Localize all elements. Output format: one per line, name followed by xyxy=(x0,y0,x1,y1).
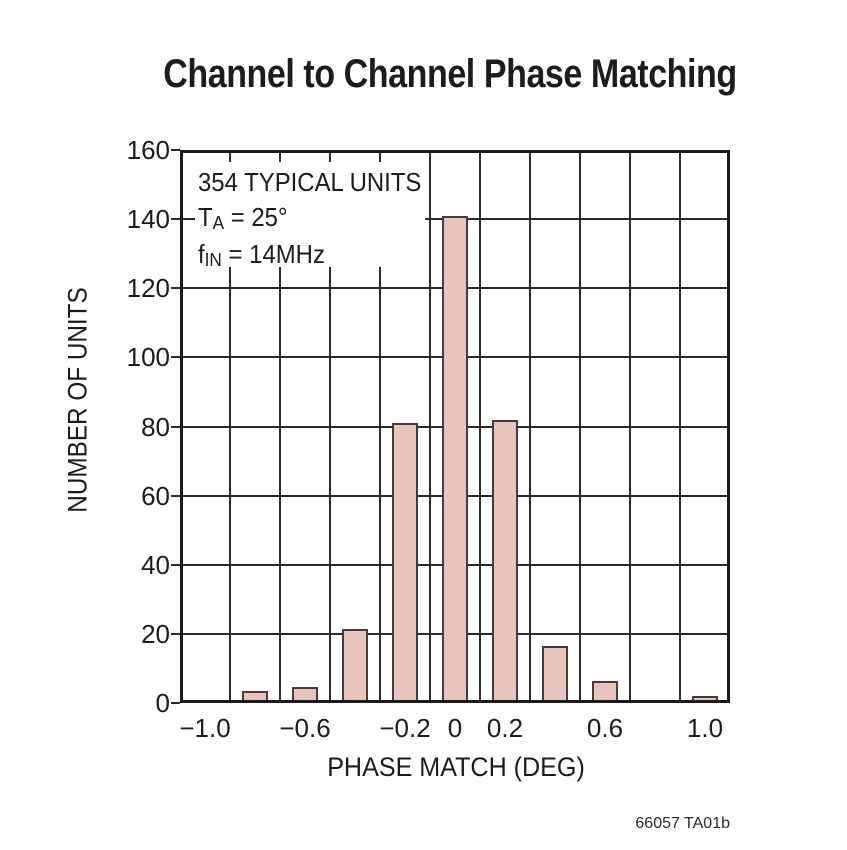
gridline-x--0.9 xyxy=(229,150,231,703)
plot-frame xyxy=(180,150,730,703)
ytick-label-20: 20 xyxy=(141,619,170,649)
annotation-temperature: TA = 25° xyxy=(198,200,407,237)
frequency-subscript: IN xyxy=(204,249,222,271)
bar--0.4 xyxy=(342,629,368,703)
annotation-frequency: fIN = 14MHz xyxy=(198,237,407,274)
ytick-mark-120 xyxy=(171,287,180,289)
gridline-x-0.9 xyxy=(679,150,681,703)
bar-1 xyxy=(692,696,718,703)
bar--0.2 xyxy=(392,423,418,703)
annotation-sample-size-text: 354 TYPICAL UNITS xyxy=(198,167,422,197)
ytick-mark-0 xyxy=(171,702,180,704)
xtick-label--0.6: −0.6 xyxy=(279,713,331,743)
gridline-x--0.1 xyxy=(429,150,431,703)
temperature-value: = 25° xyxy=(224,202,288,232)
ytick-mark-100 xyxy=(171,356,180,358)
ytick-label-160: 160 xyxy=(126,135,170,165)
ytick-mark-140 xyxy=(171,218,180,220)
ytick-label-140: 140 xyxy=(126,204,170,234)
bar-0 xyxy=(442,216,468,703)
ytick-label-0: 0 xyxy=(155,688,170,718)
gridline-x--0.7 xyxy=(279,150,281,703)
bar--0.6 xyxy=(292,687,318,703)
ytick-mark-60 xyxy=(171,495,180,497)
gridline-x--0.5 xyxy=(329,150,331,703)
x-axis-title: PHASE MATCH (DEG) xyxy=(327,752,585,782)
annotation-sample-size: 354 TYPICAL UNITS xyxy=(198,165,421,200)
xtick-label-0.2: 0.2 xyxy=(486,713,524,743)
temperature-symbol: T xyxy=(198,202,213,232)
gridline-x-0.7 xyxy=(629,150,631,703)
frequency-symbol: f xyxy=(198,239,205,269)
ytick-mark-20 xyxy=(171,633,180,635)
conditions-annotation: 354 TYPICAL UNITS TA = 25° fIN = 14MHz xyxy=(195,162,425,270)
gridline-x-0.3 xyxy=(529,150,531,703)
ytick-mark-160 xyxy=(171,149,180,151)
y-axis-title: NUMBER OF UNITS xyxy=(62,287,93,513)
ytick-label-100: 100 xyxy=(126,342,170,372)
ytick-label-120: 120 xyxy=(126,273,170,303)
xtick-label--0.2: −0.2 xyxy=(379,713,431,743)
ytick-mark-40 xyxy=(171,564,180,566)
ytick-mark-80 xyxy=(171,426,180,428)
figure-code: 66057 TA01b xyxy=(635,815,730,832)
xtick-label-0.6: 0.6 xyxy=(586,713,624,743)
ytick-label-80: 80 xyxy=(141,412,170,442)
frequency-value: = 14MHz xyxy=(221,239,325,269)
bar-0.6 xyxy=(592,681,618,703)
gridline-x-0.1 xyxy=(479,150,481,703)
bar-0.2 xyxy=(492,420,518,703)
gridline-x-0.5 xyxy=(579,150,581,703)
ytick-label-40: 40 xyxy=(141,550,170,580)
chart-title: Channel to Channel Phase Matching xyxy=(163,52,737,96)
temperature-subscript: A xyxy=(212,212,225,234)
xtick-label-0: 0 xyxy=(447,713,463,743)
xtick-label-1: 1.0 xyxy=(686,713,724,743)
gridline-x--0.3 xyxy=(379,150,381,703)
xtick-label--1: −1.0 xyxy=(179,713,231,743)
ytick-label-60: 60 xyxy=(141,481,170,511)
bar-0.4 xyxy=(542,646,568,703)
